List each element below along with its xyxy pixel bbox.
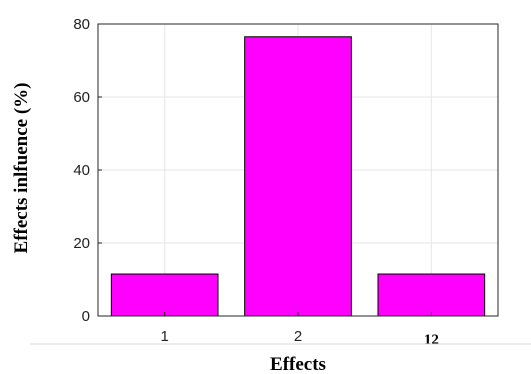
bar-1 [110,273,219,317]
y-tick-label: 20 [73,235,90,252]
y-axis-title: Effects inlfuence (%) [11,83,32,254]
y-tick-label: 60 [73,89,90,106]
x-axis: 1 2 12 [160,312,439,348]
y-tick-label: 80 [73,16,90,33]
bar-12 [377,273,486,317]
bar-2 [244,36,352,317]
x-tick-label: 2 [294,328,302,345]
bars [110,36,486,317]
y-tick-label: 0 [82,308,90,325]
y-axis: 0 20 40 60 80 [73,16,102,325]
y-tick-label: 40 [73,162,90,179]
x-tick-label: 1 [160,328,168,345]
x-axis-title: Effects [270,354,326,374]
x-tick-label: 12 [424,332,439,348]
